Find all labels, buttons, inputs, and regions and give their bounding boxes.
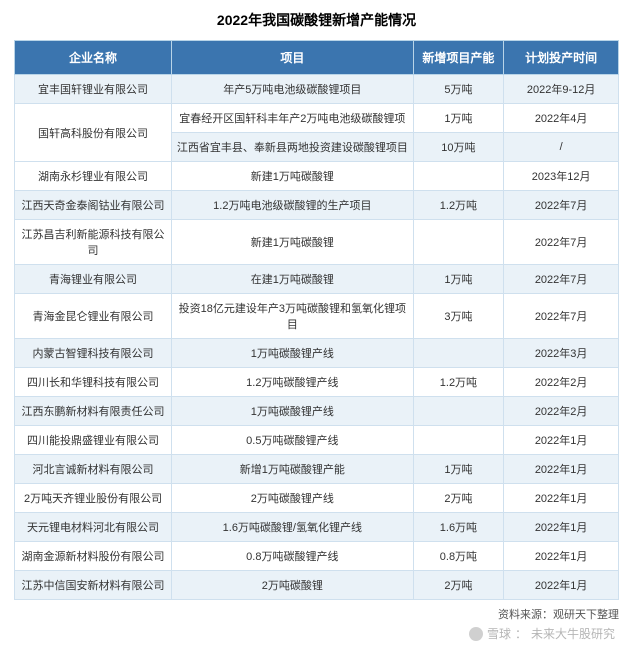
date-cell: 2022年2月 (504, 397, 619, 426)
capacity-table: 企业名称项目新增项目产能计划投产时间 宜丰国轩锂业有限公司年产5万吨电池级碳酸锂… (14, 40, 619, 600)
project-cell: 2万吨碳酸锂 (172, 571, 414, 600)
date-cell: 2023年12月 (504, 162, 619, 191)
capacity-cell: 1万吨 (413, 455, 504, 484)
date-cell: 2022年2月 (504, 368, 619, 397)
company-cell: 江苏昌吉利新能源科技有限公司 (15, 220, 172, 265)
project-cell: 2万吨碳酸锂产线 (172, 484, 414, 513)
table-body: 宜丰国轩锂业有限公司年产5万吨电池级碳酸锂项目5万吨2022年9-12月国轩高科… (15, 75, 619, 600)
capacity-cell (413, 162, 504, 191)
company-cell: 四川长和华锂科技有限公司 (15, 368, 172, 397)
project-cell: 年产5万吨电池级碳酸锂项目 (172, 75, 414, 104)
date-cell: 2022年7月 (504, 220, 619, 265)
date-cell: 2022年1月 (504, 542, 619, 571)
date-cell: 2022年1月 (504, 513, 619, 542)
company-cell: 四川能投鼎盛锂业有限公司 (15, 426, 172, 455)
date-cell: 2022年1月 (504, 455, 619, 484)
project-cell: 1.2万吨电池级碳酸锂的生产项目 (172, 191, 414, 220)
capacity-cell: 3万吨 (413, 294, 504, 339)
table-row: 天元锂电材料河北有限公司1.6万吨碳酸锂/氢氧化锂产线1.6万吨2022年1月 (15, 513, 619, 542)
capacity-cell: 1万吨 (413, 265, 504, 294)
table-row: 四川长和华锂科技有限公司1.2万吨碳酸锂产线1.2万吨2022年2月 (15, 368, 619, 397)
date-cell: 2022年7月 (504, 265, 619, 294)
table-row: 湖南金源新材料股份有限公司0.8万吨碳酸锂产线0.8万吨2022年1月 (15, 542, 619, 571)
company-cell: 国轩高科股份有限公司 (15, 104, 172, 162)
table-row: 内蒙古智锂科技有限公司1万吨碳酸锂产线 2022年3月 (15, 339, 619, 368)
capacity-cell: 0.8万吨 (413, 542, 504, 571)
table-row: 四川能投鼎盛锂业有限公司0.5万吨碳酸锂产线 2022年1月 (15, 426, 619, 455)
project-cell: 1万吨碳酸锂产线 (172, 397, 414, 426)
capacity-cell: 2万吨 (413, 571, 504, 600)
capacity-cell: 1.2万吨 (413, 191, 504, 220)
company-cell: 内蒙古智锂科技有限公司 (15, 339, 172, 368)
company-cell: 河北言诚新材料有限公司 (15, 455, 172, 484)
capacity-cell (413, 220, 504, 265)
table-header-row: 企业名称项目新增项目产能计划投产时间 (15, 41, 619, 75)
company-cell: 湖南永杉锂业有限公司 (15, 162, 172, 191)
table-row: 国轩高科股份有限公司宜春经开区国轩科丰年产2万吨电池级碳酸锂项1万吨2022年4… (15, 104, 619, 133)
date-cell: 2022年1月 (504, 426, 619, 455)
date-cell: 2022年1月 (504, 571, 619, 600)
project-cell: 1.6万吨碳酸锂/氢氧化锂产线 (172, 513, 414, 542)
capacity-cell: 1.6万吨 (413, 513, 504, 542)
company-cell: 江西东鹏新材料有限责任公司 (15, 397, 172, 426)
date-cell: 2022年7月 (504, 294, 619, 339)
capacity-cell: 1万吨 (413, 104, 504, 133)
table-row: 河北言诚新材料有限公司新增1万吨碳酸锂产能1万吨2022年1月 (15, 455, 619, 484)
company-cell: 江苏中信国安新材料有限公司 (15, 571, 172, 600)
table-row: 青海金昆仑锂业有限公司投资18亿元建设年产3万吨碳酸锂和氢氧化锂项目3万吨202… (15, 294, 619, 339)
table-header-cell: 新增项目产能 (413, 41, 504, 75)
table-row: 江西天奇金泰阁钴业有限公司1.2万吨电池级碳酸锂的生产项目1.2万吨2022年7… (15, 191, 619, 220)
date-cell: 2022年4月 (504, 104, 619, 133)
table-row: 宜丰国轩锂业有限公司年产5万吨电池级碳酸锂项目5万吨2022年9-12月 (15, 75, 619, 104)
capacity-cell: 10万吨 (413, 133, 504, 162)
project-cell: 1万吨碳酸锂产线 (172, 339, 414, 368)
source-label: 资料来源：观研天下整理 (14, 606, 619, 622)
date-cell: / (504, 133, 619, 162)
company-cell: 2万吨天齐锂业股份有限公司 (15, 484, 172, 513)
company-cell: 青海金昆仑锂业有限公司 (15, 294, 172, 339)
project-cell: 宜春经开区国轩科丰年产2万吨电池级碳酸锂项 (172, 104, 414, 133)
project-cell: 在建1万吨碳酸锂 (172, 265, 414, 294)
date-cell: 2022年7月 (504, 191, 619, 220)
table-row: 江苏中信国安新材料有限公司2万吨碳酸锂2万吨2022年1月 (15, 571, 619, 600)
project-cell: 投资18亿元建设年产3万吨碳酸锂和氢氧化锂项目 (172, 294, 414, 339)
table-row: 江西东鹏新材料有限责任公司1万吨碳酸锂产线 2022年2月 (15, 397, 619, 426)
capacity-cell (413, 397, 504, 426)
date-cell: 2022年1月 (504, 484, 619, 513)
capacity-cell: 1.2万吨 (413, 368, 504, 397)
company-cell: 天元锂电材料河北有限公司 (15, 513, 172, 542)
project-cell: 0.5万吨碳酸锂产线 (172, 426, 414, 455)
company-cell: 青海锂业有限公司 (15, 265, 172, 294)
table-row: 湖南永杉锂业有限公司新建1万吨碳酸锂 2023年12月 (15, 162, 619, 191)
company-cell: 江西天奇金泰阁钴业有限公司 (15, 191, 172, 220)
document-container: 2022年我国碳酸锂新增产能情况 企业名称项目新增项目产能计划投产时间 宜丰国轩… (0, 0, 633, 652)
capacity-cell (413, 426, 504, 455)
project-cell: 新增1万吨碳酸锂产能 (172, 455, 414, 484)
date-cell: 2022年9-12月 (504, 75, 619, 104)
project-cell: 新建1万吨碳酸锂 (172, 220, 414, 265)
project-cell: 0.8万吨碳酸锂产线 (172, 542, 414, 571)
company-cell: 宜丰国轩锂业有限公司 (15, 75, 172, 104)
table-header-cell: 计划投产时间 (504, 41, 619, 75)
table-row: 青海锂业有限公司在建1万吨碳酸锂1万吨2022年7月 (15, 265, 619, 294)
table-header-cell: 项目 (172, 41, 414, 75)
capacity-cell: 5万吨 (413, 75, 504, 104)
project-cell: 江西省宜丰县、奉新县两地投资建设碳酸锂项目 (172, 133, 414, 162)
company-cell: 湖南金源新材料股份有限公司 (15, 542, 172, 571)
capacity-cell: 2万吨 (413, 484, 504, 513)
project-cell: 1.2万吨碳酸锂产线 (172, 368, 414, 397)
table-header-cell: 企业名称 (15, 41, 172, 75)
date-cell: 2022年3月 (504, 339, 619, 368)
project-cell: 新建1万吨碳酸锂 (172, 162, 414, 191)
table-row: 2万吨天齐锂业股份有限公司2万吨碳酸锂产线2万吨2022年1月 (15, 484, 619, 513)
page-title: 2022年我国碳酸锂新增产能情况 (14, 10, 619, 30)
table-row: 江苏昌吉利新能源科技有限公司新建1万吨碳酸锂 2022年7月 (15, 220, 619, 265)
capacity-cell (413, 339, 504, 368)
